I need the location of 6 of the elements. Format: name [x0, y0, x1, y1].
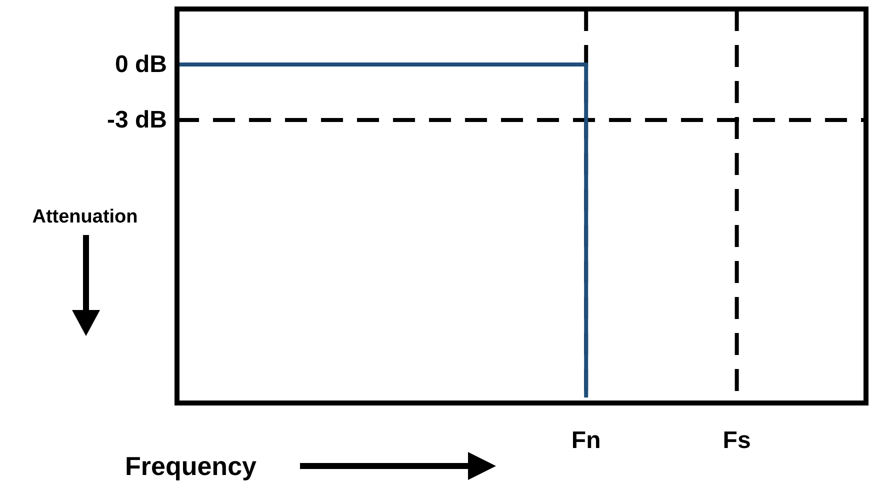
- x-tick-label: Fn: [571, 427, 601, 454]
- y-tick-label: -3 dB: [107, 106, 167, 134]
- y-tick-label: 0 dB: [114, 50, 167, 78]
- x-axis-title: Frequency: [125, 451, 258, 481]
- y-axis-title: Attenuation: [32, 206, 138, 228]
- x-tick-label: Fs: [722, 427, 751, 454]
